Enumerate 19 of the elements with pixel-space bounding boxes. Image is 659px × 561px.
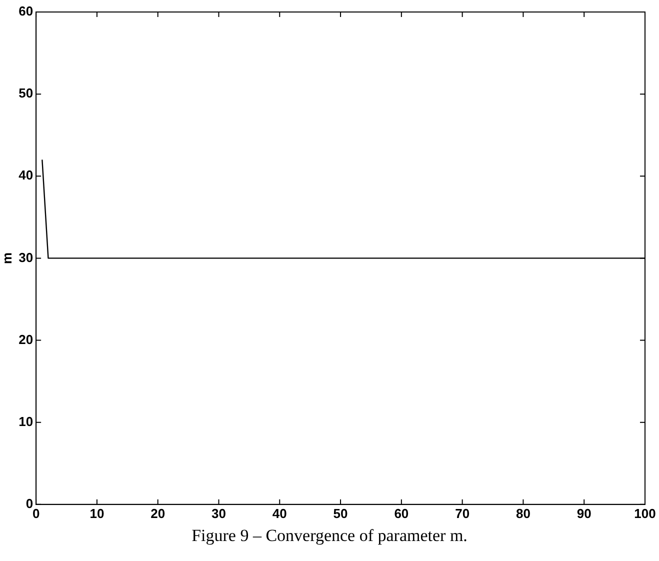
x-tick-label: 30	[212, 506, 226, 521]
x-tick-label: 10	[90, 506, 104, 521]
y-tick-label: 0	[26, 496, 34, 511]
y-axis-title: m	[0, 252, 14, 264]
y-tick-label: 40	[18, 168, 34, 183]
y-tick-label: 20	[18, 332, 34, 347]
y-tick-label: 50	[18, 86, 34, 101]
x-tick-label: 40	[272, 506, 287, 521]
caption: Figure 9 – Convergence of parameter m.	[190, 526, 468, 546]
x-tick-label: 60	[394, 506, 409, 521]
x-tick-label: 50	[333, 506, 348, 521]
y-tick-label: 30	[18, 250, 34, 265]
y-tick-label: 60	[18, 4, 34, 19]
x-tick-label: 20	[150, 506, 166, 521]
x-tick-label: 90	[576, 506, 592, 521]
x-tick-label: 80	[516, 506, 530, 521]
x-tick-label: 70	[455, 506, 470, 521]
x-tick-label: 100	[634, 506, 656, 521]
y-tick-label: 10	[18, 414, 34, 429]
